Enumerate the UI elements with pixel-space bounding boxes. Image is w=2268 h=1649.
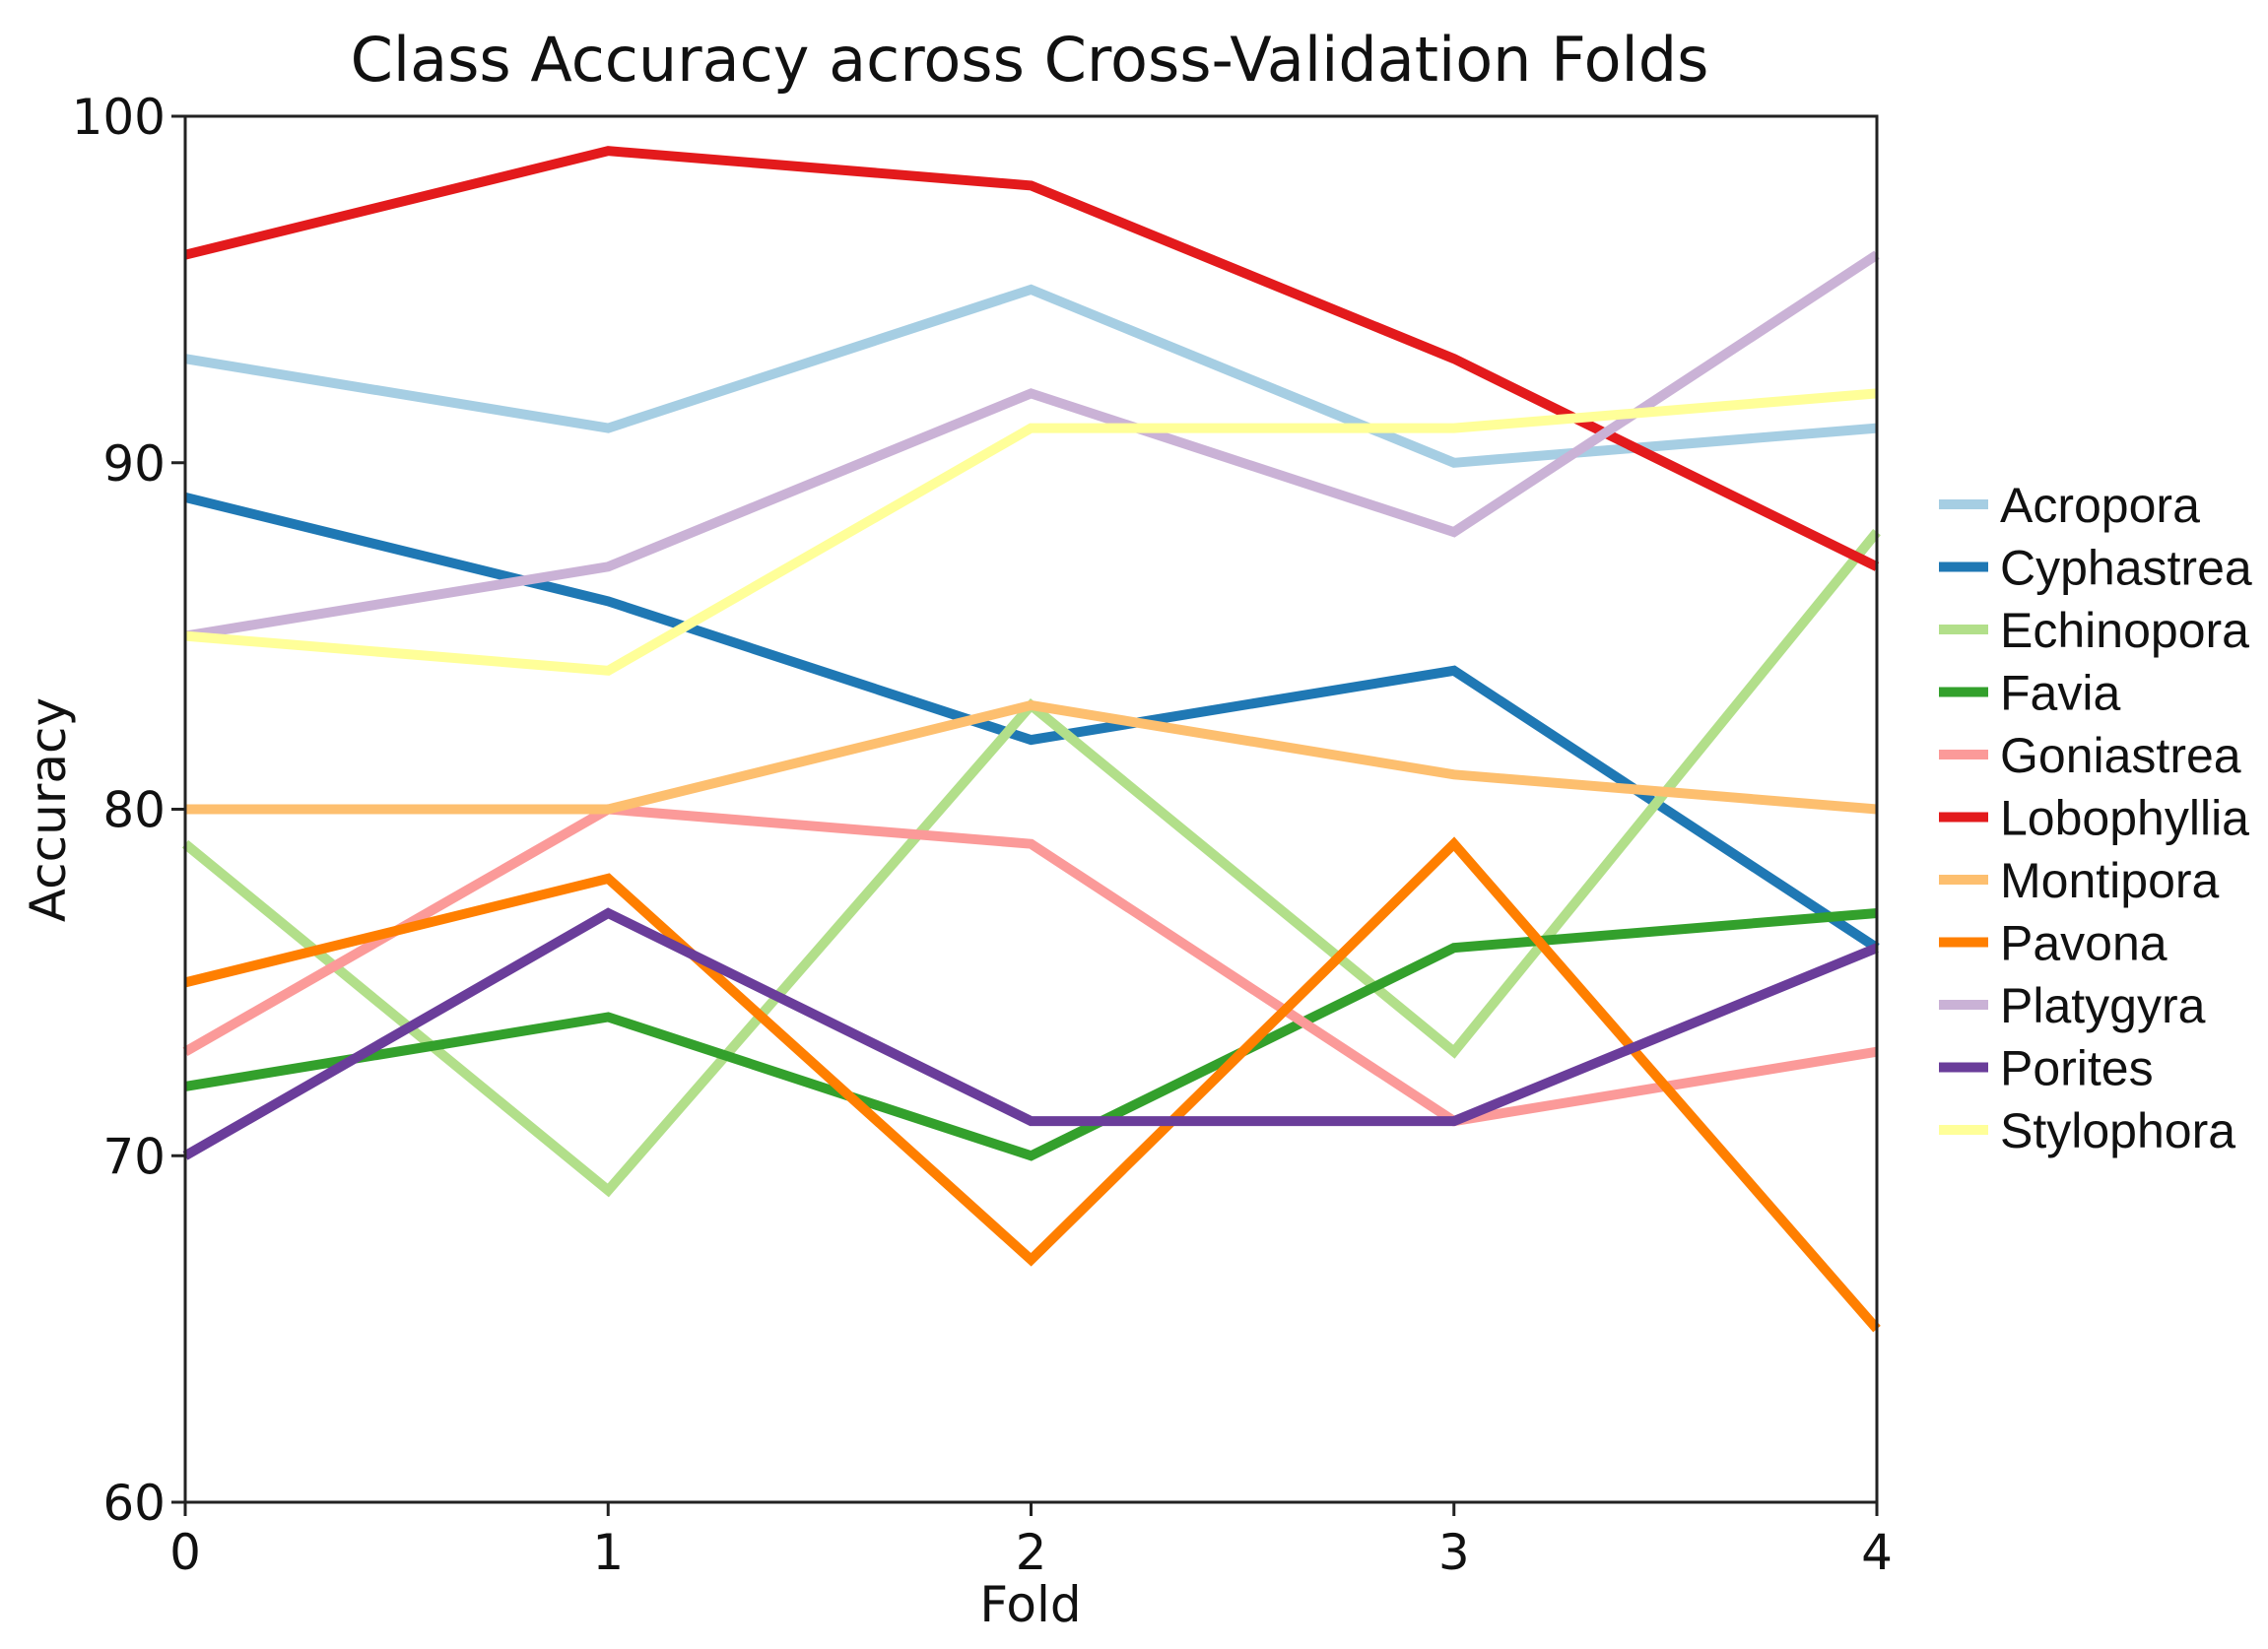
chart-title: Class Accuracy across Cross-Validation F… xyxy=(351,24,1709,96)
legend-item-lobophyllia: Lobophyllia xyxy=(1939,791,2249,846)
x-tick-label: 0 xyxy=(169,1524,201,1581)
legend-label: Stylophora xyxy=(2000,1103,2235,1158)
legend-item-favia: Favia xyxy=(1939,666,2120,721)
series-line-platygyra xyxy=(184,250,1880,641)
legend-label: Echinopora xyxy=(2000,603,2249,658)
legend-item-stylophora: Stylophora xyxy=(1939,1103,2235,1158)
legend-item-montipora: Montipora xyxy=(1939,853,2220,908)
legend-label: Goniastrea xyxy=(2000,728,2241,783)
series-line-acropora xyxy=(184,284,1878,468)
legend-label: Favia xyxy=(2000,666,2120,721)
legend-item-pavona: Pavona xyxy=(1939,916,2168,971)
legend-label: Lobophyllia xyxy=(2000,791,2249,846)
legend-item-platygyra: Platygyra xyxy=(1939,978,2206,1033)
y-tick-label: 70 xyxy=(102,1128,166,1185)
x-tick-label: 3 xyxy=(1438,1524,1470,1581)
x-tick-label: 1 xyxy=(592,1524,624,1581)
x-axis-label: Fold xyxy=(979,1576,1081,1633)
legend-item-echinopora: Echinopora xyxy=(1939,603,2249,658)
series-line-pavona xyxy=(183,836,1881,1333)
legend-item-porites: Porites xyxy=(1939,1041,2154,1096)
series-line-stylophora xyxy=(184,388,1878,676)
series-line-lobophyllia xyxy=(183,146,1880,571)
x-tick-label: 2 xyxy=(1016,1524,1047,1581)
y-tick-label: 80 xyxy=(102,782,166,839)
legend-label: Pavona xyxy=(2000,916,2168,971)
legend-label: Cyphastrea xyxy=(2000,541,2252,596)
legend-label: Acropora xyxy=(2000,478,2200,533)
x-tick-label: 4 xyxy=(1861,1524,1893,1581)
y-axis-label: Accuracy xyxy=(20,697,77,922)
series-line-porites xyxy=(182,907,1879,1160)
series-line-favia xyxy=(184,908,1878,1161)
y-tick-label: 60 xyxy=(102,1475,166,1532)
legend: Acropora Cyphastrea Echinopora Favia Goniast… xyxy=(1939,478,2252,1158)
legend-label: Porites xyxy=(2000,1041,2154,1096)
legend-label: Montipora xyxy=(2000,853,2220,908)
series-line-goniastrea xyxy=(182,804,1878,1127)
x-axis: 0 1 2 3 4 xyxy=(169,1502,1893,1581)
legend-item-acropora: Acropora xyxy=(1939,478,2200,533)
y-tick-label: 90 xyxy=(102,435,166,493)
legend-label: Platygyra xyxy=(2000,978,2206,1033)
series-line-cyphastrea xyxy=(183,493,1880,953)
legend-item-cyphastrea: Cyphastrea xyxy=(1939,541,2252,596)
legend-item-goniastrea: Goniastrea xyxy=(1939,728,2241,783)
series-line-montipora xyxy=(185,699,1878,815)
y-axis: 60 70 80 90 100 xyxy=(72,89,185,1532)
series-layer xyxy=(181,146,1881,1333)
y-tick-label: 100 xyxy=(72,89,166,146)
